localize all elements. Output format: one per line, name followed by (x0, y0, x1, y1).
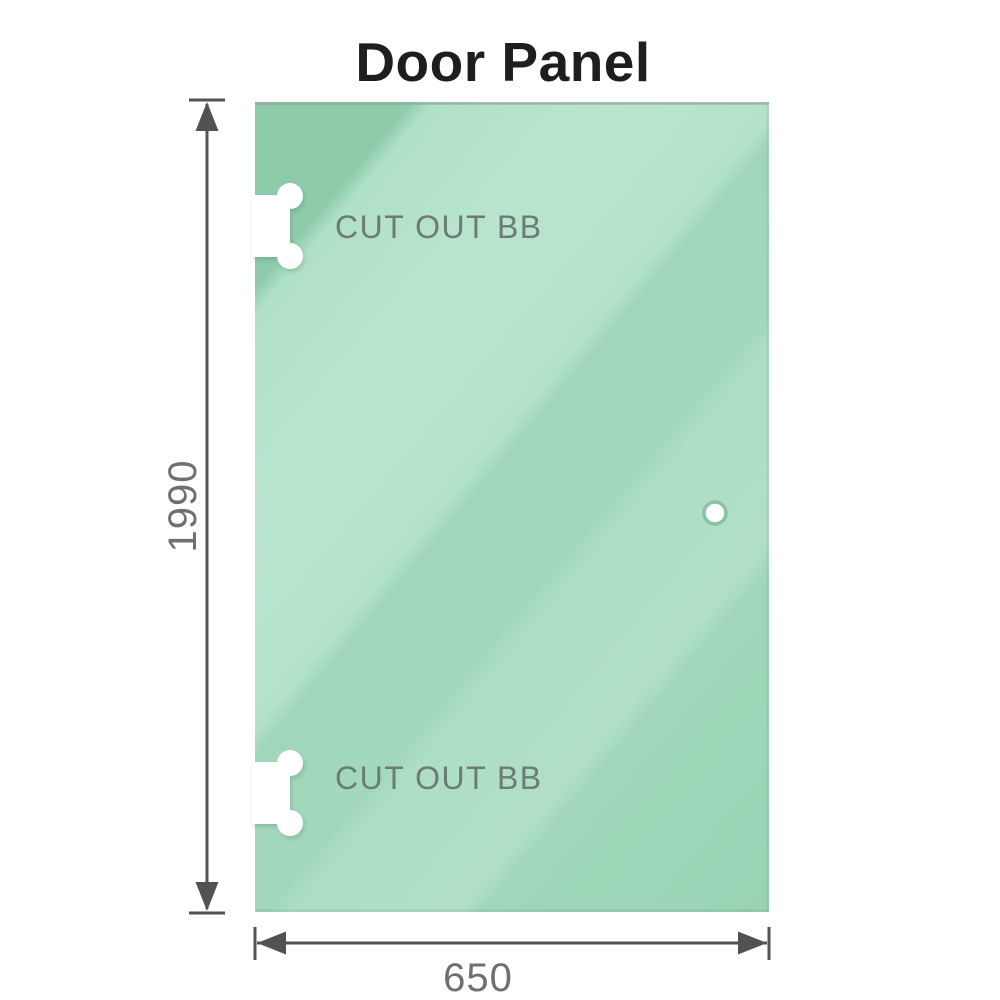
page-title: Door Panel (355, 31, 650, 93)
top-hinge-cutout-icon (252, 183, 303, 269)
bottom-hinge-cutout-icon (252, 750, 303, 836)
top-cutout-upper-lobe (277, 183, 303, 209)
height-dimension-value: 1990 (161, 460, 205, 553)
glass-panel-body (255, 102, 769, 912)
height-dim-down-arrow-icon (195, 882, 219, 911)
bottom-cutout-upper-lobe (277, 750, 303, 776)
width-dimension: 650 (253, 927, 771, 1000)
width-dimension-value: 650 (443, 956, 513, 1000)
top-cutout-lower-lobe (277, 243, 303, 269)
bottom-cutout-lower-lobe (277, 810, 303, 836)
height-dim-up-arrow-icon (195, 102, 219, 131)
width-dim-left-arrow-icon (257, 931, 286, 955)
handle-hole-icon (702, 500, 728, 526)
top-cutout-label: CUT OUT BB (335, 209, 543, 245)
height-dimension: 1990 (161, 98, 225, 915)
width-dim-right-arrow-icon (738, 931, 767, 955)
glass-panel (255, 102, 769, 912)
bottom-cutout-label: CUT OUT BB (335, 760, 543, 796)
